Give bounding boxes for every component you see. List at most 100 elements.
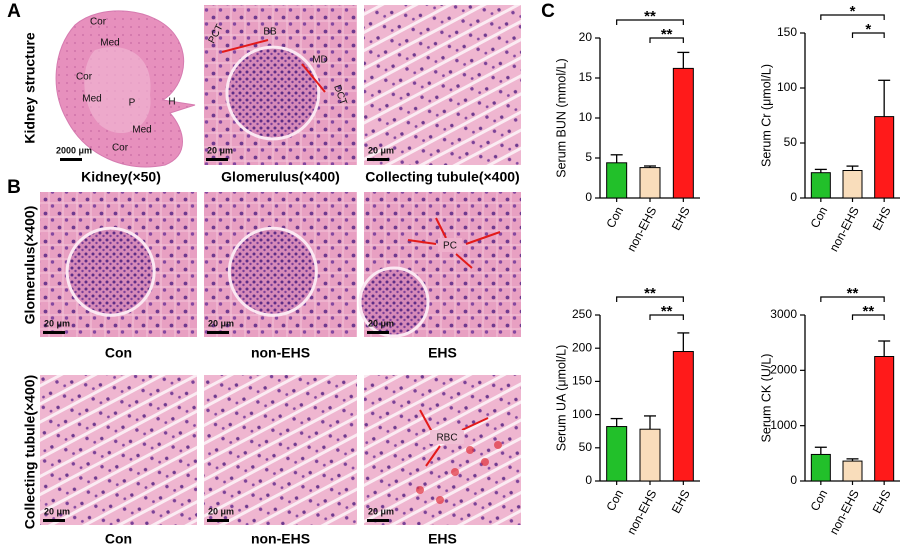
rbc-cluster: [451, 468, 459, 476]
image-caption: non-EHS: [251, 345, 310, 361]
significance-bracket: [616, 296, 684, 302]
rbc-cluster: [436, 496, 444, 504]
scale-bar: [43, 519, 65, 522]
scale-bar-label: 20 μm: [368, 318, 394, 328]
scale-bar: [43, 331, 65, 334]
y-tick-label: 0: [585, 190, 592, 204]
y-tick-label: 15: [579, 70, 593, 84]
micrograph: [204, 5, 357, 165]
annotation: Cor: [90, 17, 107, 28]
scale-bar-label: 20 μm: [208, 318, 234, 328]
y-tick-label: 0: [790, 473, 797, 487]
annotation: H: [168, 97, 175, 108]
y-tick-label: 0: [585, 473, 592, 487]
bar: [874, 356, 895, 482]
arrow: [301, 63, 326, 93]
y-tick-label: 20: [579, 30, 593, 44]
y-axis-label: Serum BUN (mmol/L): [554, 58, 568, 177]
scale-bar-label: 20 μm: [44, 318, 70, 328]
bar: [810, 453, 831, 482]
glomerulus: [65, 226, 156, 317]
annotation: MD: [312, 55, 328, 66]
significance-bracket: [820, 14, 885, 20]
y-tick-label: 50: [784, 135, 798, 149]
scale-bar-label: 20 μm: [44, 506, 70, 516]
x-tick-label: Con: [603, 204, 626, 230]
glomerulus: [227, 226, 318, 317]
significance-label: **: [661, 303, 673, 320]
x-tick-label: EHS: [870, 487, 894, 515]
annotation: Cor: [76, 72, 93, 83]
y-tick-label: 250: [572, 307, 592, 321]
y-tick-label: 1000: [770, 418, 797, 432]
significance-bracket: [851, 314, 885, 320]
scale-bar-label: 20 μm: [368, 145, 394, 155]
x-tick-label: Con: [808, 204, 831, 230]
scale-bar: [367, 519, 389, 522]
y-axis-label: Serum UA (μmol/L): [554, 345, 568, 452]
bar: [810, 172, 831, 199]
image-caption: Kidney(×50): [81, 169, 161, 185]
arrow: [455, 253, 473, 269]
rbc-cluster: [466, 446, 474, 454]
y-tick-label: 10: [579, 110, 593, 124]
significance-bracket: [820, 296, 885, 302]
arrow: [465, 231, 501, 245]
scale-bar-label: 20 μm: [208, 506, 234, 516]
annotation: RBC: [436, 433, 457, 444]
tissue: [204, 375, 357, 525]
rbc-cluster: [481, 458, 489, 466]
image-caption: Collecting tubule(×400): [365, 169, 519, 185]
scale-bar: [207, 331, 229, 334]
y-tick-label: 2000: [770, 363, 797, 377]
micrograph: [204, 192, 357, 337]
micrograph: [364, 5, 521, 165]
rbc-cluster: [494, 441, 502, 449]
annotation: Cor: [112, 143, 129, 154]
scale-bar-label: 20 μm: [207, 145, 233, 155]
arrow: [461, 417, 489, 431]
arrow: [221, 39, 269, 53]
arrow: [419, 409, 433, 433]
y-tick-label: 0: [790, 190, 797, 204]
bar: [672, 67, 694, 199]
y-tick-label: 150: [572, 374, 592, 388]
label-bg: [438, 238, 462, 252]
y-tick-label: 100: [777, 80, 797, 94]
panel-label: B: [7, 177, 21, 198]
bar: [672, 351, 694, 482]
scale-bar-label: 2000 μm: [56, 145, 92, 155]
bar: [639, 428, 661, 482]
significance-label: **: [644, 285, 656, 302]
panel-label: C: [541, 1, 555, 22]
bar: [874, 116, 895, 199]
x-tick-label: non-EHS: [827, 204, 862, 254]
tissue: [40, 375, 197, 525]
y-axis-label: Serum Cr (μmol/L): [759, 64, 773, 167]
significance-bracket: [649, 37, 684, 43]
figure-body: A B C Kidney(×50) Glomerulus(×400) Collecting…: [7, 1, 900, 547]
scale-bar: [206, 158, 228, 161]
image-caption: Con: [105, 345, 132, 361]
x-tick-label: non-EHS: [624, 487, 659, 537]
significance-label: **: [847, 285, 859, 302]
y-tick-label: 100: [572, 407, 592, 421]
micrograph: [204, 375, 357, 525]
row-label: Kidney structure: [22, 32, 38, 143]
glomerulus: [358, 266, 430, 338]
micrograph: [45, 5, 197, 168]
y-tick-label: 150: [777, 25, 797, 39]
bar: [842, 170, 863, 199]
image-caption: EHS: [428, 345, 457, 361]
glomerulus: [225, 45, 321, 141]
scale-bar: [367, 331, 389, 334]
significance-bracket: [851, 32, 885, 38]
bar: [842, 460, 863, 482]
scale-bar: [367, 158, 389, 161]
row-label: Glomerulus(×400): [22, 206, 38, 325]
annotation: BB: [263, 27, 277, 38]
y-tick-label: 50: [579, 440, 593, 454]
arrow: [435, 217, 447, 239]
significance-label: **: [862, 303, 874, 320]
tissue: [364, 5, 521, 165]
